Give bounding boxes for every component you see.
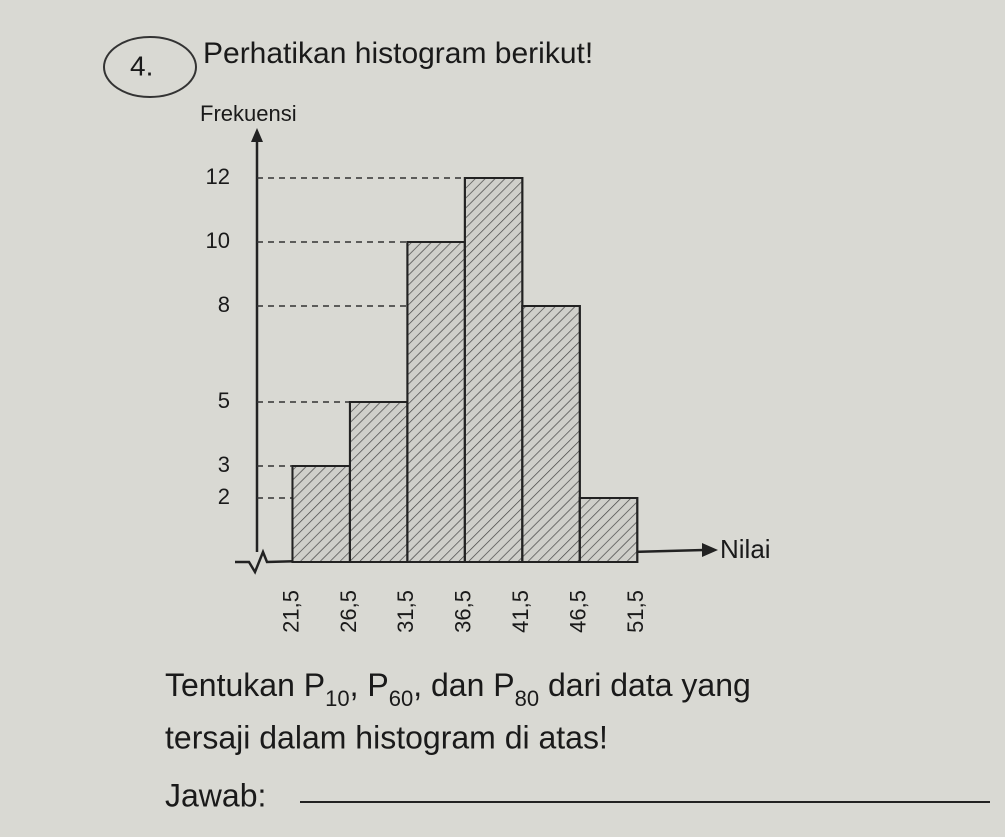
number-circle — [103, 36, 197, 98]
x-tick-label: 41,5 — [508, 590, 533, 633]
bar-hatch — [348, 401, 409, 563]
y-tick-label: 8 — [218, 292, 230, 317]
y-tick-label: 5 — [218, 388, 230, 413]
answer-label: Jawab: — [165, 777, 266, 813]
x-tick-label: 51,5 — [623, 590, 648, 633]
x-tick-label: 31,5 — [393, 590, 418, 633]
x-arrow — [702, 543, 718, 557]
question-text: , dan P — [413, 667, 514, 703]
bar-hatch — [291, 465, 351, 563]
x-axis-label: Nilai — [720, 534, 771, 564]
y-tick-label: 12 — [206, 164, 230, 189]
x-tick-label: 26,5 — [336, 590, 361, 633]
heading: Perhatikan histogram berikut! — [203, 37, 593, 70]
subscript: 10 — [325, 686, 349, 711]
bar-hatch — [406, 241, 466, 563]
subscript: 60 — [389, 686, 413, 711]
y-arrow — [251, 128, 263, 142]
bar-hatch — [578, 497, 639, 563]
x-tick-label: 46,5 — [566, 590, 591, 633]
x-tick-label: 21,5 — [278, 590, 303, 633]
y-tick-label: 3 — [218, 452, 230, 477]
question-text: , P — [350, 667, 389, 703]
subscript: 80 — [515, 686, 539, 711]
y-tick-label: 10 — [206, 228, 230, 253]
y-tick-label: 2 — [218, 484, 230, 509]
question-line: tersaji dalam histogram di atas! — [165, 719, 608, 755]
question-number: 4. — [130, 50, 153, 81]
bar-hatch — [463, 177, 524, 563]
question-text: dari data yang — [539, 667, 751, 703]
question-line: Tentukan P10, P60, dan P80 dari data yan… — [165, 667, 751, 710]
y-axis-label: Frekuensi — [200, 101, 297, 126]
x-tick-label: 36,5 — [451, 590, 476, 633]
question-text: Tentukan P — [165, 667, 325, 703]
bar-hatch — [521, 305, 581, 563]
